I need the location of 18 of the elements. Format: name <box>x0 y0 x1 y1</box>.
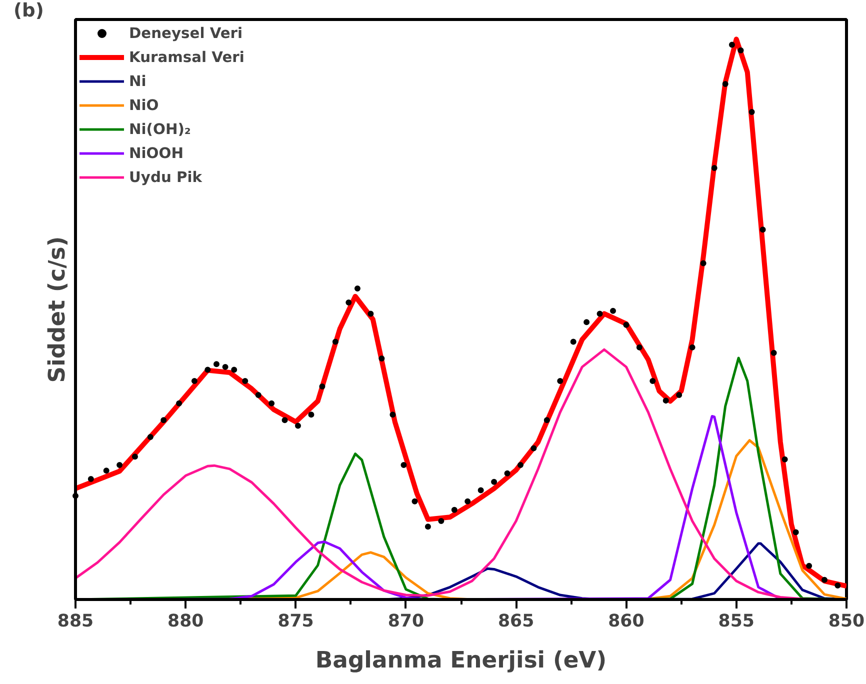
legend-label: Ni <box>129 72 148 90</box>
x-tick-label: 885 <box>57 612 94 632</box>
legend-label: NiO <box>129 96 159 114</box>
legend-label: Ni(OH)₂ <box>129 120 191 138</box>
x-tick-label: 865 <box>498 612 534 632</box>
x-tick-label: 850 <box>828 612 865 632</box>
legend-label: NiOOH <box>129 144 184 162</box>
x-tick-label: 855 <box>718 612 754 632</box>
x-tick-label: 860 <box>608 612 644 632</box>
x-tick-label: 870 <box>388 612 424 632</box>
x-axis-title: Baglanma Enerjisi (eV) <box>315 648 607 674</box>
text: (b) <box>14 0 44 22</box>
x-tick-label: 880 <box>168 612 204 632</box>
legend-label: Kuramsal Veri <box>129 48 244 66</box>
x-tick-label: 875 <box>278 612 314 632</box>
legend-label: Uydu Pik <box>129 168 202 186</box>
legend-label: Deneysel Veri <box>129 24 243 42</box>
y-axis-title: Siddet (c/s) <box>44 236 70 383</box>
